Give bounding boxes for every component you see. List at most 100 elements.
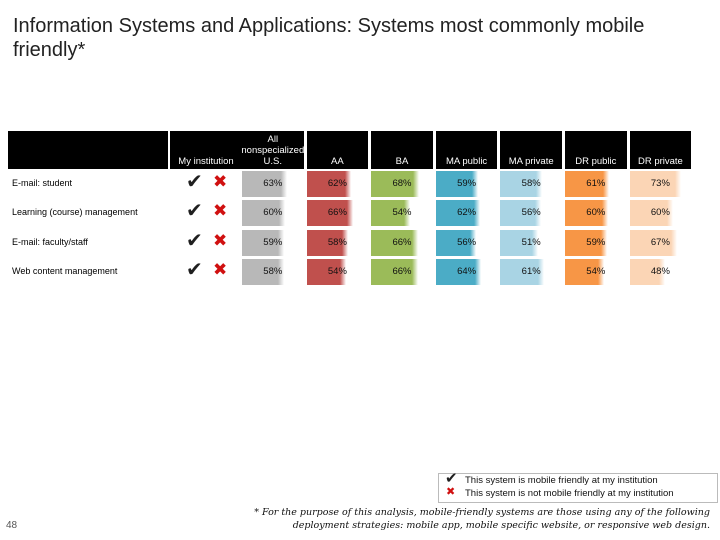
footnote: * For the purpose of this analysis, mobi…	[254, 507, 710, 531]
value-bar	[306, 229, 343, 256]
value-bar	[629, 258, 660, 285]
value-label: 59%	[263, 236, 283, 248]
value-bar-fade	[666, 200, 673, 227]
data-cell: 48%	[629, 258, 692, 285]
value-bar	[500, 258, 538, 285]
data-cell: 58%	[500, 171, 562, 197]
value-bar	[242, 171, 281, 197]
value-label: 67%	[650, 236, 670, 248]
value-bar-fade	[598, 258, 605, 285]
value-label: 51%	[521, 236, 541, 248]
value-bar-fade	[404, 200, 411, 227]
data-cell: 58%	[306, 229, 369, 256]
value-bar-fade	[659, 258, 666, 285]
header-cell-bg	[371, 131, 433, 169]
value-bar	[371, 171, 414, 197]
column-header: MA public	[446, 156, 488, 167]
value-bar	[435, 200, 474, 227]
value-bar-fade	[278, 200, 285, 227]
column-header: AA	[331, 156, 344, 167]
value-label: 62%	[457, 207, 477, 219]
data-cell: 60%	[629, 200, 692, 227]
data-cell: 61%	[500, 258, 562, 285]
data-cell: 60%	[242, 200, 304, 227]
data-cell: 63%	[242, 171, 304, 197]
value-bar-fade	[531, 229, 538, 256]
row-label: Web content management	[12, 265, 118, 276]
red-x-icon: ✖	[213, 230, 228, 251]
column-header: My institution	[178, 156, 234, 167]
value-bar	[500, 200, 535, 227]
value-bar-fade	[473, 200, 480, 227]
data-cell: 54%	[565, 258, 627, 285]
data-cell: 60%	[565, 200, 627, 227]
value-bar-fade	[277, 258, 284, 285]
legend-no-text: This system is not mobile friendly at my…	[465, 488, 674, 499]
check-mark-icon: ✔	[186, 169, 203, 193]
red-x-icon: ✖	[213, 201, 228, 222]
value-label: 54%	[586, 265, 606, 277]
legend: ✔ This system is mobile friendly at my i…	[438, 469, 718, 503]
value-label: 59%	[457, 178, 477, 189]
value-label: 59%	[586, 236, 606, 248]
value-bar	[306, 200, 348, 227]
value-bar	[629, 200, 667, 227]
value-bar-fade	[339, 258, 346, 285]
header-cell-bg	[8, 131, 168, 169]
data-cell: 54%	[371, 200, 433, 227]
value-bar-fade	[472, 171, 479, 197]
value-bar	[500, 229, 532, 256]
value-bar	[629, 229, 671, 256]
row-label: E-mail: faculty/staff	[12, 236, 88, 247]
header-cell-bg	[170, 131, 242, 169]
row-label: E-mail: student	[12, 178, 73, 188]
header-cell-bg	[565, 131, 627, 169]
value-label: 48%	[650, 265, 670, 277]
value-label: 66%	[392, 236, 412, 248]
data-cell: 59%	[565, 229, 627, 256]
column-header: BA	[395, 156, 409, 167]
value-label: 58%	[521, 178, 541, 189]
value-bar	[565, 171, 603, 197]
value-bar-fade	[674, 171, 681, 197]
red-x-icon: ✖	[213, 172, 228, 192]
value-label: 66%	[392, 265, 412, 277]
value-bar	[435, 258, 476, 285]
value-bar-fade	[470, 229, 477, 256]
value-bar	[629, 171, 675, 197]
table-row: Web content management ✔ ✖ 58% 54% 66% 64% 61% 5…	[8, 256, 720, 285]
data-cell: 68%	[371, 171, 433, 197]
value-bar	[306, 171, 345, 197]
row-label: Learning (course) management	[12, 207, 138, 218]
data-cell: 66%	[371, 258, 433, 285]
value-bar-fade	[537, 258, 544, 285]
value-bar-fade	[601, 229, 608, 256]
value-bar-fade	[534, 200, 541, 227]
data-cell: 62%	[435, 200, 498, 227]
table-row: E-mail: faculty/staff ✔ ✖ 59% 58% 66% 56% 51% 59…	[8, 228, 720, 256]
data-cell: 56%	[435, 229, 498, 256]
page-title: Information Systems and Applications: Sy…	[13, 15, 645, 61]
value-bar-fade	[280, 171, 287, 197]
data-cell: 58%	[242, 258, 304, 285]
value-bar	[306, 258, 340, 285]
check-mark-icon: ✔	[186, 256, 203, 281]
value-bar-fade	[601, 200, 608, 227]
data-cell: 62%	[306, 171, 369, 197]
data-cell: 51%	[500, 229, 562, 256]
column-header: DR public	[575, 156, 617, 167]
value-label: 58%	[263, 265, 283, 277]
value-label: 60%	[263, 207, 283, 219]
data-cell: 64%	[435, 258, 498, 285]
value-bar-fade	[278, 229, 285, 256]
value-bar	[565, 258, 599, 285]
column-header: DR private	[637, 156, 683, 167]
page-number: 48	[6, 520, 18, 531]
value-label: 60%	[586, 207, 606, 219]
value-bar-fade	[342, 229, 349, 256]
header-cell-bg	[242, 131, 304, 169]
value-bar	[242, 229, 279, 256]
header-cell-bg	[306, 131, 369, 169]
value-label: 63%	[263, 178, 283, 189]
data-cell: 54%	[306, 258, 369, 285]
